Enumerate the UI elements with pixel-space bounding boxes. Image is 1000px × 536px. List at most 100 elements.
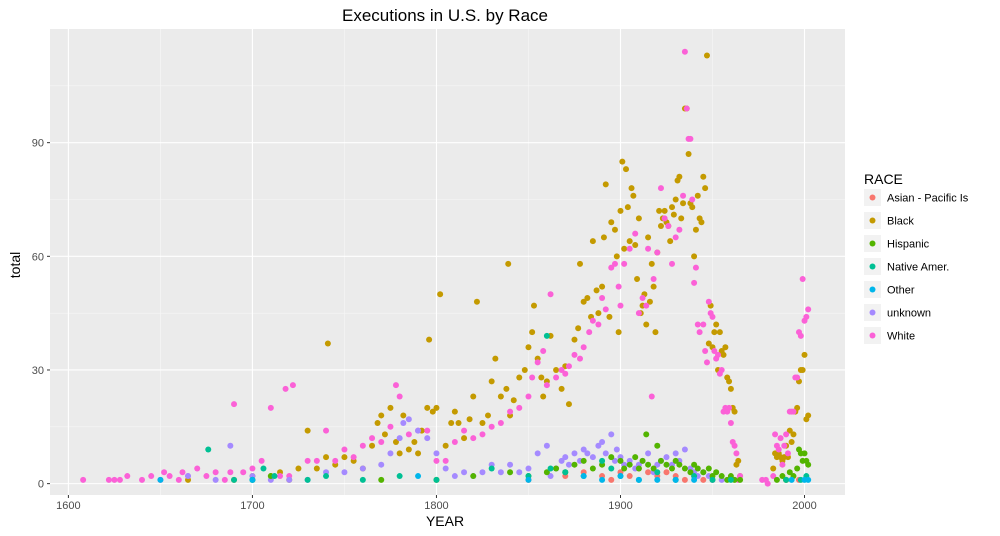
point-hispanic (657, 457, 664, 464)
point-other (249, 476, 256, 483)
point-native-amer (488, 465, 495, 472)
point-white (621, 260, 628, 267)
minor-gridlines (50, 29, 845, 495)
point-black (448, 420, 455, 427)
point-hispanic (669, 465, 676, 472)
point-black (652, 329, 659, 336)
point-white (803, 313, 810, 320)
point-black (374, 420, 381, 427)
point-white (424, 427, 431, 434)
point-hispanic (694, 465, 701, 472)
point-white (797, 332, 804, 339)
point-white (323, 427, 330, 434)
point-black (429, 408, 436, 415)
point-white (369, 435, 376, 442)
point-white (105, 476, 112, 483)
point-black (400, 412, 407, 419)
point-unknown (497, 469, 504, 476)
point-hispanic (580, 457, 587, 464)
point-native-amer (396, 473, 403, 480)
point-black (790, 431, 797, 438)
point-black (689, 204, 696, 211)
point-unknown (387, 450, 394, 457)
point-native-amer (783, 476, 790, 483)
point-native-amer (323, 473, 330, 480)
point-hispanic (507, 469, 514, 476)
point-white (116, 476, 123, 483)
point-unknown (562, 454, 569, 461)
legend-label: unknown (887, 308, 931, 320)
point-native-amer (359, 476, 366, 483)
point-black (553, 366, 560, 373)
point-white (161, 469, 168, 476)
point-white (661, 215, 668, 222)
point-unknown (227, 442, 234, 449)
point-black (571, 336, 578, 343)
point-other (157, 476, 164, 483)
point-white (611, 260, 618, 267)
point-hispanic (713, 469, 720, 476)
point-white (669, 260, 676, 267)
point-white (577, 355, 583, 362)
point-white (194, 465, 201, 472)
point-unknown (507, 461, 514, 468)
point-white (534, 359, 541, 366)
point-hispanic (378, 476, 385, 483)
point-white (249, 465, 256, 472)
point-black (600, 234, 607, 241)
point-unknown (400, 420, 407, 427)
legend-swatch (869, 286, 876, 293)
point-white (442, 457, 449, 464)
point-black (529, 329, 536, 336)
legend-label: Other (887, 285, 915, 297)
point-native-amer (599, 457, 606, 464)
point-black (711, 329, 718, 336)
x-tick-label: 1700 (240, 500, 264, 512)
point-hispanic (705, 465, 712, 472)
point-hispanic (617, 457, 624, 464)
point-asian-pacific-is (681, 476, 688, 483)
point-unknown (602, 450, 609, 457)
point-white (635, 310, 642, 317)
point-white (689, 196, 696, 203)
point-black (461, 435, 468, 442)
point-black (615, 329, 622, 336)
point-black (630, 192, 637, 199)
point-black (692, 226, 699, 233)
y-tick-label: 30 (32, 365, 44, 377)
point-black (643, 321, 650, 328)
point-unknown (378, 461, 385, 468)
point-white (657, 185, 664, 192)
point-unknown (461, 469, 468, 476)
point-white (359, 442, 366, 449)
point-white (711, 348, 718, 355)
point-white (775, 446, 782, 453)
y-axis: 0 30 60 90 (32, 138, 50, 491)
point-black (378, 412, 385, 419)
point-black (669, 204, 676, 211)
point-native-amer (608, 465, 615, 472)
point-black (295, 465, 302, 472)
point-unknown (571, 450, 578, 457)
point-hispanic (645, 461, 652, 468)
point-hispanic (718, 473, 725, 480)
point-white (781, 442, 788, 449)
point-hispanic (571, 461, 578, 468)
point-unknown (442, 465, 449, 472)
point-white (277, 473, 284, 480)
point-black (433, 404, 440, 411)
point-black (392, 438, 399, 445)
point-unknown (516, 469, 523, 476)
legend-title: RACE (864, 171, 903, 187)
point-unknown (611, 457, 618, 464)
point-hispanic (737, 476, 744, 483)
point-native-amer (304, 476, 311, 483)
point-unknown (286, 476, 293, 483)
point-unknown (212, 476, 219, 483)
x-tick-label: 2000 (792, 500, 816, 512)
point-black (488, 378, 495, 385)
point-black (341, 454, 348, 461)
point-hispanic (654, 442, 661, 449)
point-black (492, 355, 499, 362)
